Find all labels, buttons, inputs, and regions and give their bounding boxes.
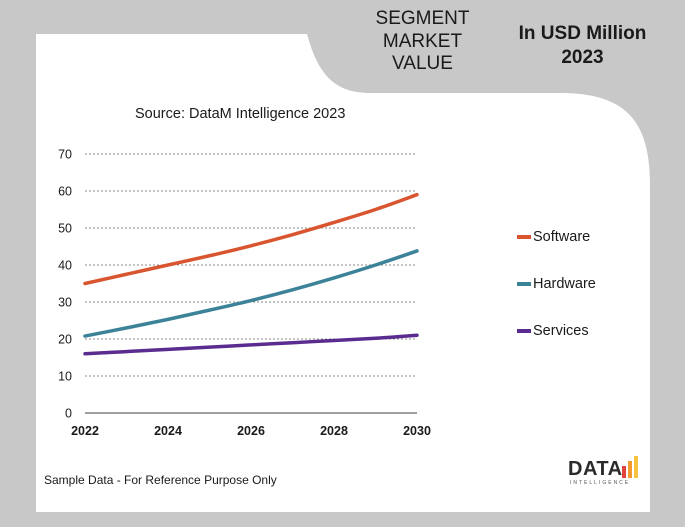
segment-market-value-title: SEGMENT MARKET VALUE [355,8,490,76]
logo-bars-icon [622,456,638,478]
datam-logo: DATA INTELLIGENCE [568,450,642,490]
y-tick-label: 20 [58,333,72,347]
legend-swatch [517,282,531,286]
source-text: Source: DataM Intelligence 2023 [135,106,346,122]
logo-wordmark: DATA [568,458,623,480]
segment-title-line: VALUE [392,53,453,74]
segment-title-line: MARKET [382,30,463,52]
y-tick-label: 60 [58,185,72,199]
y-tick-label: 70 [58,148,72,162]
y-tick-label: 0 [65,407,72,421]
legend-label: Hardware [533,276,596,292]
x-tick-label: 2030 [403,424,431,438]
logo-subtitle: INTELLIGENCE [570,480,631,486]
series-line-hardware [83,249,419,338]
year-title-line: 2023 [561,47,604,68]
legend-swatch [517,235,531,239]
legend-label: Services [533,323,589,339]
legend-item-services: Services [517,321,589,341]
legend-item-hardware: Hardware [517,274,596,294]
y-tick-label: 40 [58,259,72,273]
y-tick-label: 30 [58,296,72,310]
unit-title-line: In USD Million [518,23,647,44]
footnote-text: Sample Data - For Reference Purpose Only [44,473,277,487]
series-line-software [83,192,419,286]
segment-title-line: SEGMENT [375,8,470,29]
x-tick-label: 2028 [320,424,348,438]
x-tick-label: 2022 [71,424,99,438]
unit-year-title: In USD Million 2023 [500,22,665,70]
y-tick-label: 10 [58,370,72,384]
y-tick-label: 50 [58,222,72,236]
x-tick-label: 2026 [237,424,265,438]
legend-swatch [517,329,531,333]
series-line-services [83,333,419,356]
legend-item-software: Software [517,227,590,247]
legend-label: Software [533,229,591,245]
x-tick-label: 2024 [154,424,182,438]
